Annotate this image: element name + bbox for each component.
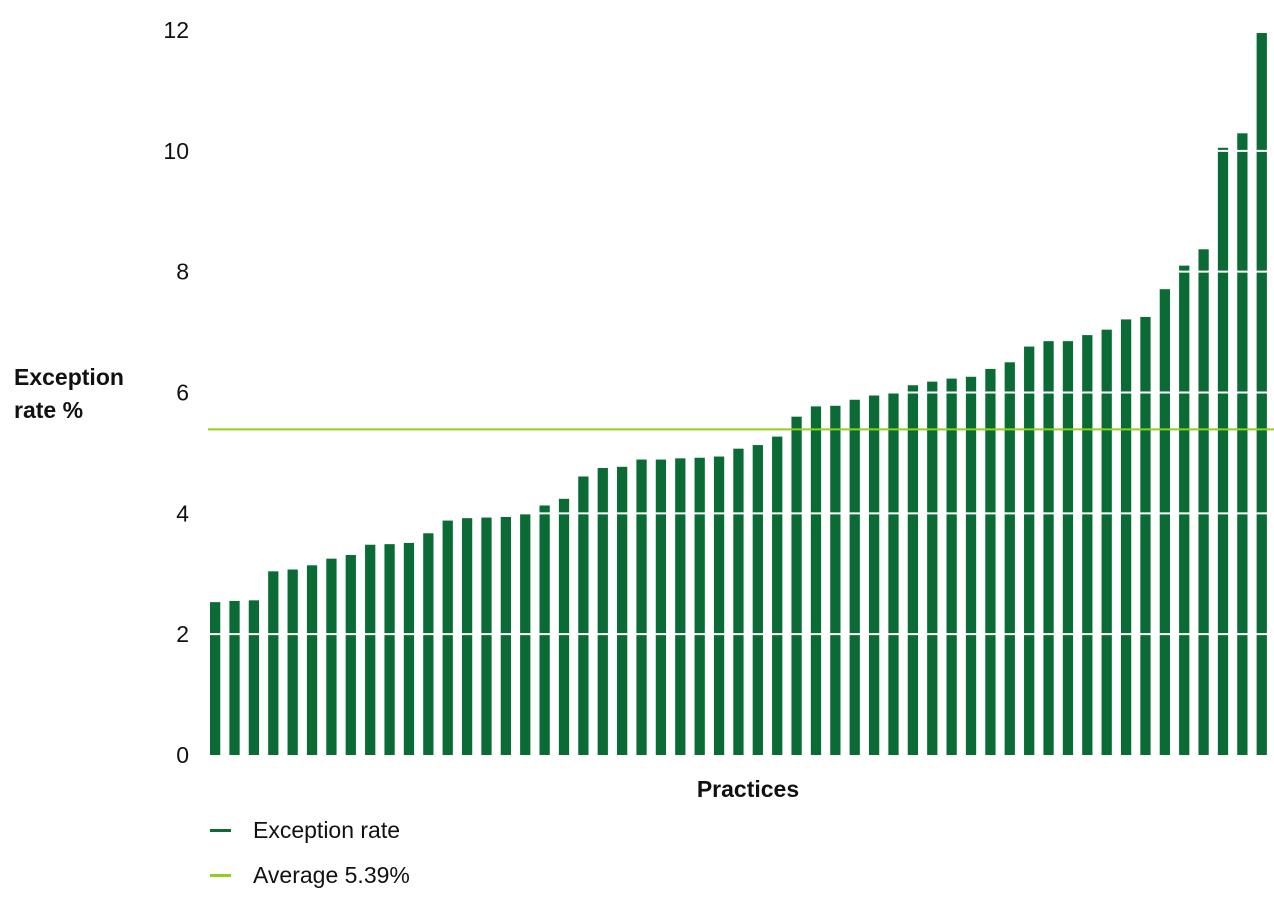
bar-49 <box>1140 316 1151 755</box>
exception-rate-swatch <box>210 829 231 832</box>
gridlines <box>208 29 1274 636</box>
y-tick-label-4: 4 <box>176 500 189 526</box>
bar-30 <box>772 436 783 755</box>
bar-15 <box>481 517 492 755</box>
legend-item-exception-rate: Exception rate <box>210 817 400 844</box>
bar-23 <box>636 459 647 755</box>
bar-10 <box>384 544 395 755</box>
bar-21 <box>597 468 608 755</box>
bar-26 <box>694 457 705 755</box>
x-axis-title: Practices <box>697 776 799 802</box>
y-axis-title-line1: Exception <box>14 364 124 390</box>
bar-22 <box>617 466 628 755</box>
bar-51 <box>1179 265 1190 755</box>
y-axis-title-line2: rate % <box>14 397 83 423</box>
bar-47 <box>1101 329 1112 755</box>
bar-54 <box>1237 133 1248 755</box>
bar-14 <box>461 518 473 755</box>
bar-33 <box>830 405 841 755</box>
bar-48 <box>1120 319 1132 755</box>
bar-32 <box>810 406 822 755</box>
bar-8 <box>345 555 356 755</box>
bar-36 <box>888 393 899 755</box>
bar-19 <box>558 498 570 755</box>
y-axis-ticks: 0 2 4 6 8 10 12 <box>163 17 189 768</box>
y-tick-label-6: 6 <box>176 380 189 406</box>
bars-group <box>210 33 1267 756</box>
legend-label-exception-rate: Exception rate <box>253 817 401 843</box>
bar-55 <box>1256 33 1267 755</box>
bar-27 <box>713 456 725 755</box>
bar-25 <box>675 458 686 755</box>
bar-20 <box>578 476 589 755</box>
bar-16 <box>500 516 511 755</box>
legend-label-average: Average 5.39% <box>253 862 410 888</box>
bar-9 <box>365 544 376 755</box>
bar-37 <box>907 385 919 755</box>
bar-11 <box>403 542 415 755</box>
bar-50 <box>1159 289 1170 755</box>
bar-4 <box>268 571 279 755</box>
bar-24 <box>655 459 667 755</box>
bar-46 <box>1082 335 1093 755</box>
bar-18 <box>539 505 550 755</box>
bar-7 <box>326 558 337 755</box>
y-tick-label-12: 12 <box>163 17 189 43</box>
bar-53 <box>1217 147 1229 755</box>
bar-6 <box>306 565 318 755</box>
bar-34 <box>849 399 860 755</box>
bar-1 <box>210 602 221 755</box>
y-tick-label-8: 8 <box>176 259 189 285</box>
bar-31 <box>791 416 802 755</box>
bar-41 <box>985 368 996 755</box>
bar-52 <box>1198 249 1209 755</box>
bar-45 <box>1062 341 1074 755</box>
bar-13 <box>442 520 453 755</box>
y-tick-label-0: 0 <box>176 742 189 768</box>
legend-item-average: Average 5.39% <box>210 862 410 889</box>
bar-12 <box>423 533 434 755</box>
bar-2 <box>229 600 240 755</box>
bar-39 <box>946 378 957 755</box>
y-tick-label-10: 10 <box>163 138 189 164</box>
bar-35 <box>868 395 880 755</box>
bar-5 <box>287 569 298 755</box>
bar-43 <box>1024 346 1035 755</box>
bar-38 <box>927 381 938 756</box>
bar-44 <box>1043 341 1054 755</box>
bar-40 <box>965 376 977 755</box>
bar-42 <box>1004 362 1015 755</box>
bar-3 <box>248 600 260 755</box>
average-swatch <box>210 874 231 877</box>
y-tick-label-2: 2 <box>176 621 189 647</box>
bar-29 <box>752 445 763 755</box>
bar-28 <box>733 448 744 755</box>
